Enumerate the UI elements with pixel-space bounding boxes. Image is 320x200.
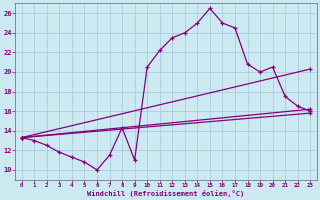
X-axis label: Windchill (Refroidissement éolien,°C): Windchill (Refroidissement éolien,°C) — [87, 190, 244, 197]
